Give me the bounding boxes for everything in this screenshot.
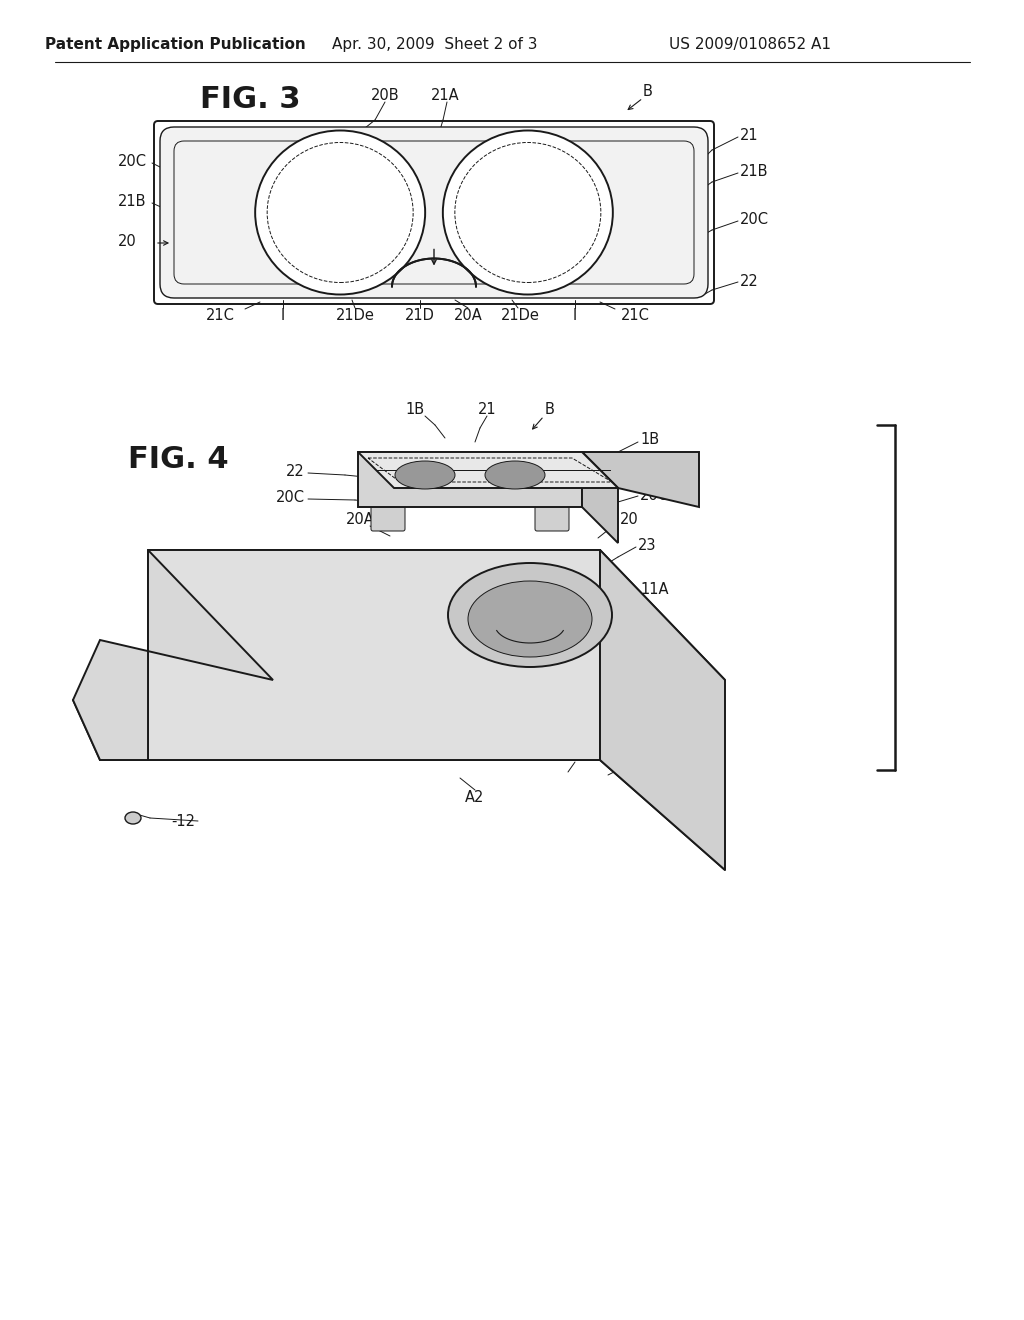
- Text: 21De: 21De: [336, 308, 375, 322]
- Polygon shape: [582, 451, 618, 543]
- Ellipse shape: [449, 564, 612, 667]
- Text: 21B: 21B: [118, 194, 146, 210]
- Text: 20A: 20A: [346, 512, 375, 528]
- Ellipse shape: [395, 461, 455, 488]
- FancyBboxPatch shape: [371, 506, 406, 531]
- Text: 21Ce: 21Ce: [509, 248, 547, 263]
- Polygon shape: [600, 550, 725, 870]
- Ellipse shape: [442, 131, 612, 294]
- Text: 20C: 20C: [118, 154, 147, 169]
- Text: 22: 22: [287, 465, 305, 479]
- Ellipse shape: [255, 131, 425, 294]
- Text: B: B: [643, 84, 653, 99]
- Ellipse shape: [468, 581, 592, 657]
- Text: 1B: 1B: [640, 433, 659, 447]
- Text: I: I: [281, 308, 285, 322]
- Text: 20: 20: [620, 512, 639, 528]
- Ellipse shape: [125, 812, 141, 824]
- Text: 21: 21: [477, 403, 497, 417]
- Ellipse shape: [455, 143, 601, 282]
- FancyBboxPatch shape: [154, 121, 714, 304]
- Text: 22: 22: [740, 275, 759, 289]
- Text: 21A: 21A: [431, 87, 460, 103]
- Polygon shape: [358, 451, 618, 488]
- Text: 20A: 20A: [454, 308, 482, 322]
- Ellipse shape: [485, 461, 545, 488]
- Text: I: I: [572, 308, 578, 322]
- Text: 21: 21: [740, 128, 759, 143]
- Text: 21C: 21C: [621, 308, 649, 322]
- Text: Patent Application Publication: Patent Application Publication: [45, 37, 305, 51]
- Text: 21B: 21B: [740, 165, 768, 180]
- FancyBboxPatch shape: [160, 127, 708, 298]
- Text: 20C: 20C: [740, 213, 769, 227]
- Polygon shape: [358, 451, 582, 507]
- Text: 11A: 11A: [640, 582, 669, 598]
- Text: 23: 23: [638, 537, 656, 553]
- Text: 21C: 21C: [206, 308, 234, 322]
- FancyBboxPatch shape: [535, 506, 569, 531]
- Ellipse shape: [267, 143, 413, 282]
- Text: 11B: 11B: [271, 554, 300, 569]
- Polygon shape: [73, 550, 273, 760]
- Polygon shape: [148, 550, 600, 760]
- Text: US 2009/0108652 A1: US 2009/0108652 A1: [669, 37, 831, 51]
- Text: Apr. 30, 2009  Sheet 2 of 3: Apr. 30, 2009 Sheet 2 of 3: [332, 37, 538, 51]
- Text: B: B: [545, 403, 555, 417]
- Polygon shape: [582, 451, 699, 507]
- Text: 20B: 20B: [371, 87, 399, 103]
- Text: 21D: 21D: [406, 308, 435, 322]
- Text: 11C: 11C: [456, 624, 484, 639]
- Text: FIG. 3: FIG. 3: [200, 86, 300, 115]
- Text: 23: 23: [331, 198, 349, 213]
- Text: 11B: 11B: [665, 644, 693, 660]
- Text: 21Ce: 21Ce: [322, 248, 359, 263]
- Text: 12: 12: [209, 677, 227, 693]
- Text: FIG. 4: FIG. 4: [128, 446, 228, 474]
- Text: 20C: 20C: [276, 491, 305, 506]
- Text: A1: A1: [200, 578, 219, 593]
- Text: 20: 20: [118, 235, 137, 249]
- Polygon shape: [148, 550, 725, 680]
- Text: A2: A2: [465, 789, 484, 804]
- Text: -12: -12: [171, 814, 195, 829]
- Text: 1B: 1B: [406, 403, 425, 417]
- Text: H: H: [595, 710, 605, 725]
- Text: 20C: 20C: [640, 487, 669, 503]
- Text: A: A: [570, 747, 580, 763]
- Text: 11: 11: [640, 755, 658, 770]
- Text: 21De: 21De: [501, 308, 540, 322]
